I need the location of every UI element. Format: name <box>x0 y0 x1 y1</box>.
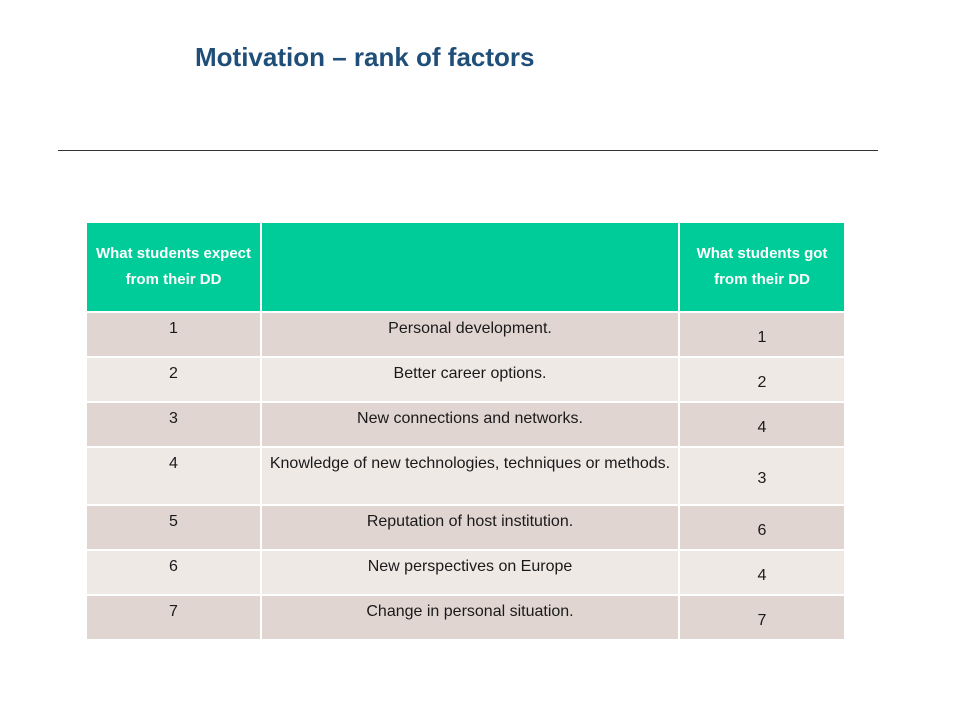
header-expect: What students expect from their DD <box>87 223 262 312</box>
expect-rank: 4 <box>87 446 262 505</box>
expect-rank: 3 <box>87 401 262 447</box>
title-divider <box>58 150 878 151</box>
factor-label: Personal development. <box>261 311 680 357</box>
factor-label: New perspectives on Europe <box>261 549 680 595</box>
table-row: 3 New connections and networks. 4 <box>87 401 844 447</box>
header-got: What students got from their DD <box>679 223 844 312</box>
rank-table: What students expect from their DD What … <box>87 223 844 639</box>
expect-rank: 6 <box>87 549 262 595</box>
expect-rank: 5 <box>87 504 262 550</box>
got-rank: 4 <box>679 401 844 447</box>
factor-label: Change in personal situation. <box>261 594 680 639</box>
header-factor <box>261 223 680 312</box>
got-rank: 2 <box>679 356 844 402</box>
expect-rank: 1 <box>87 311 262 357</box>
factor-label: Reputation of host institution. <box>261 504 680 550</box>
table-row: 2 Better career options. 2 <box>87 356 844 402</box>
table-row: 1 Personal development. 1 <box>87 311 844 357</box>
factor-label: New connections and networks. <box>261 401 680 447</box>
got-rank: 1 <box>679 311 844 357</box>
expect-rank: 2 <box>87 356 262 402</box>
table-header-row: What students expect from their DD What … <box>87 223 844 312</box>
table-row: 7 Change in personal situation. 7 <box>87 594 844 639</box>
got-rank: 3 <box>679 446 844 505</box>
got-rank: 7 <box>679 594 844 639</box>
table-row: 6 New perspectives on Europe 4 <box>87 549 844 595</box>
factor-label: Better career options. <box>261 356 680 402</box>
table-row: 4 Knowledge of new technologies, techniq… <box>87 446 844 505</box>
slide-title: Motivation – rank of factors <box>195 42 535 72</box>
got-rank: 6 <box>679 504 844 550</box>
expect-rank: 7 <box>87 594 262 639</box>
got-rank: 4 <box>679 549 844 595</box>
table-row: 5 Reputation of host institution. 6 <box>87 504 844 550</box>
factor-label: Knowledge of new technologies, technique… <box>261 446 680 505</box>
